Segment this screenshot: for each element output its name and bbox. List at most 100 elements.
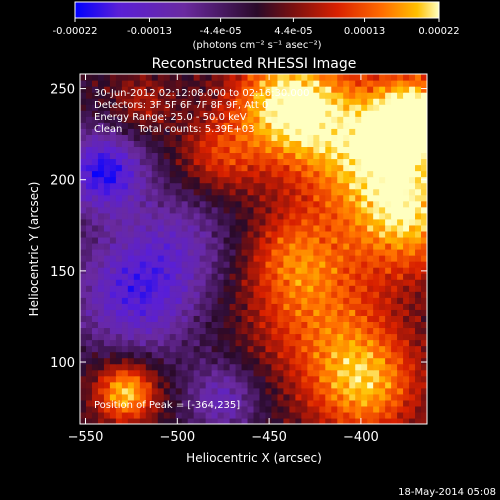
heatmap-cell	[199, 267, 207, 274]
heatmap-cell	[91, 309, 99, 316]
heatmap-cell	[253, 279, 261, 286]
heatmap-cell	[223, 381, 231, 389]
heatmap-cell	[229, 249, 237, 256]
heatmap-cell	[343, 387, 350, 395]
heatmap-cell	[80, 182, 87, 190]
heatmap-cell	[133, 230, 141, 238]
heatmap-cell	[229, 230, 237, 238]
heatmap-cell	[361, 212, 368, 220]
heatmap-cell	[379, 128, 386, 135]
heatmap-cell	[121, 188, 129, 196]
heatmap-cell	[103, 327, 111, 335]
heatmap-cell	[301, 170, 308, 178]
heatmap-cell	[259, 261, 267, 268]
heatmap-cell	[313, 194, 320, 202]
heatmap-cell	[379, 351, 386, 359]
heatmap-cell	[217, 291, 225, 298]
heatmap-cell	[163, 86, 171, 93]
heatmap-cell	[325, 279, 332, 286]
heatmap-cell	[229, 188, 237, 196]
heatmap-cell	[103, 363, 111, 371]
heatmap-cell	[97, 230, 105, 238]
heatmap-cell	[319, 309, 326, 316]
heatmap-cell	[397, 279, 404, 286]
heatmap-cell	[241, 188, 249, 196]
heatmap-cell	[409, 92, 416, 99]
heatmap-cell	[199, 381, 207, 389]
heatmap-cell	[193, 110, 201, 117]
heatmap-cell	[193, 116, 201, 123]
heatmap-cell	[163, 375, 171, 383]
heatmap-cell	[277, 134, 285, 141]
heatmap-cell	[85, 98, 93, 105]
heatmap-cell	[247, 224, 255, 232]
heatmap-cell	[133, 98, 141, 105]
heatmap-cell	[253, 357, 261, 365]
heatmap-cell	[331, 309, 338, 316]
heatmap-cell	[259, 357, 267, 365]
heatmap-cell	[85, 261, 93, 268]
heatmap-cell	[349, 369, 356, 377]
heatmap-cell	[265, 393, 273, 401]
heatmap-cell	[271, 381, 279, 389]
heatmap-cell	[211, 188, 219, 196]
heatmap-cell	[181, 399, 189, 407]
heatmap-cell	[145, 122, 153, 129]
heatmap-cell	[265, 164, 273, 172]
heatmap-cell	[157, 242, 165, 250]
heatmap-cell	[91, 291, 99, 298]
heatmap-cell	[205, 218, 213, 226]
heatmap-cell	[313, 267, 320, 274]
heatmap-cell	[337, 375, 344, 383]
heatmap-cell	[97, 146, 105, 154]
heatmap-cell	[355, 212, 362, 220]
heatmap-cell	[301, 405, 308, 413]
heatmap-cell	[109, 122, 117, 129]
heatmap-cell	[133, 74, 141, 81]
heatmap-cell	[277, 218, 285, 226]
heatmap-cell	[109, 170, 117, 178]
heatmap-cell	[271, 122, 279, 129]
heatmap-cell	[415, 134, 422, 141]
heatmap-cell	[241, 351, 249, 359]
heatmap-cell	[175, 104, 183, 111]
heatmap-cell	[211, 152, 219, 160]
heatmap-cell	[277, 267, 285, 274]
heatmap-cell	[109, 411, 117, 419]
heatmap-cell	[271, 297, 279, 304]
heatmap-cell	[151, 387, 159, 395]
heatmap-cell	[331, 393, 338, 401]
heatmap-cell	[205, 86, 213, 93]
heatmap-cell	[157, 134, 165, 141]
heatmap-cell	[397, 417, 404, 424]
heatmap-cell	[331, 200, 338, 208]
heatmap-cell	[109, 236, 117, 244]
heatmap-cell	[103, 158, 111, 166]
heatmap-cell	[223, 146, 231, 154]
heatmap-cell	[199, 255, 207, 262]
heatmap-cell	[181, 357, 189, 365]
heatmap-cell	[211, 279, 219, 286]
heatmap-cell	[181, 104, 189, 111]
heatmap-cell	[313, 176, 320, 184]
heatmap-cell	[163, 242, 171, 250]
heatmap-cell	[91, 188, 99, 196]
heatmap-cell	[379, 188, 386, 196]
heatmap-cell	[403, 327, 410, 335]
heatmap-cell	[229, 321, 237, 329]
heatmap-cell	[409, 321, 416, 329]
heatmap-cell	[97, 387, 105, 395]
heatmap-cell	[265, 92, 273, 99]
heatmap-cell	[259, 194, 267, 202]
heatmap-cell	[379, 255, 386, 262]
heatmap-cell	[151, 146, 159, 154]
heatmap-cell	[247, 267, 255, 274]
heatmap-cell	[301, 291, 308, 298]
heatmap-cell	[205, 321, 213, 329]
heatmap-cell	[139, 194, 147, 202]
heatmap-cell	[397, 291, 404, 298]
heatmap-cell	[325, 206, 332, 214]
heatmap-cell	[181, 98, 189, 105]
heatmap-cell	[415, 345, 422, 353]
heatmap-cell	[145, 80, 153, 87]
